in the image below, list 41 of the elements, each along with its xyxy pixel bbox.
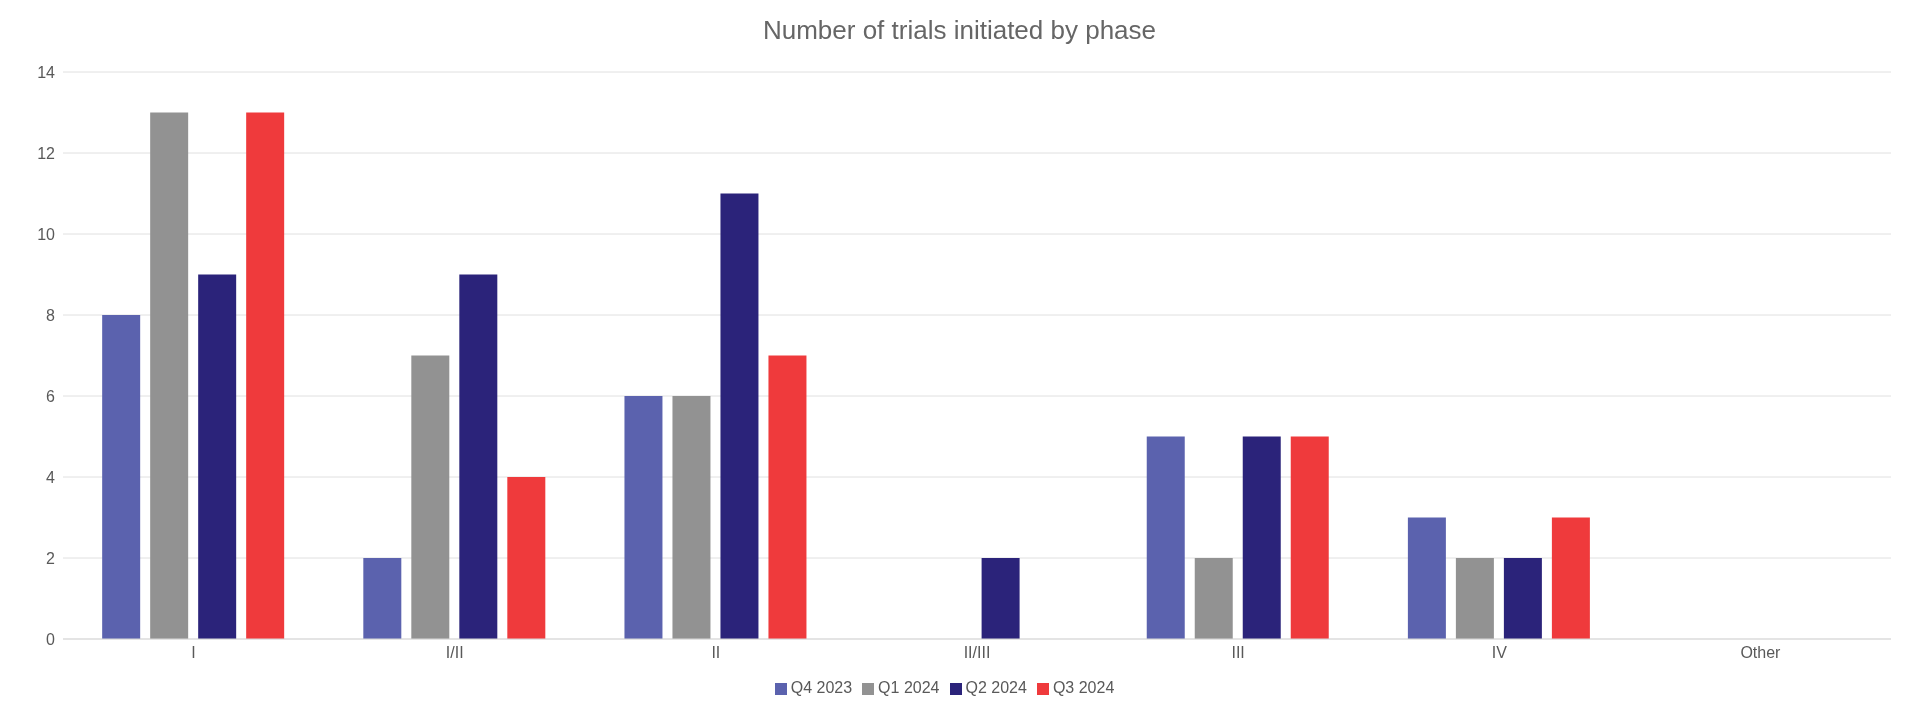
bar: [768, 355, 807, 639]
bar: [507, 477, 546, 639]
x-tick-label: Other: [1740, 644, 1782, 662]
legend-label: Q1 2024: [878, 679, 940, 696]
y-tick-label: 2: [46, 549, 56, 567]
y-tick-label: 4: [46, 468, 56, 486]
bar: [411, 355, 450, 639]
bar: [1503, 558, 1542, 639]
bar: [198, 274, 237, 639]
y-tick-label: 14: [37, 63, 56, 81]
legend-label: Q3 2024: [1052, 679, 1115, 696]
bar: [1407, 517, 1446, 639]
y-tick-label: 0: [46, 630, 56, 648]
x-tick-label: III: [1231, 644, 1245, 662]
x-tick-label: IV: [1491, 644, 1508, 662]
y-tick-label: 6: [46, 387, 56, 405]
y-tick-label: 10: [37, 225, 56, 243]
bar: [150, 112, 189, 639]
y-tick-label: 8: [46, 306, 56, 324]
chart-title: Number of trials initiated by phase: [761, 14, 1158, 47]
x-tick-label: II/III: [963, 644, 991, 662]
y-tick-label: 12: [37, 144, 56, 162]
x-tick-label: I/II: [445, 644, 464, 662]
bar: [672, 396, 711, 639]
bar: [1194, 558, 1233, 639]
x-tick-label: I: [191, 644, 196, 662]
bar: [1146, 436, 1185, 639]
bar: [981, 558, 1020, 639]
x-tick-label: II: [711, 644, 721, 662]
legend-label: Q2 2024: [965, 679, 1027, 696]
bar: [1242, 436, 1281, 639]
bar: [1455, 558, 1494, 639]
bar: [459, 274, 498, 639]
bar: [363, 558, 402, 639]
bar: [624, 396, 663, 639]
bar: [1551, 517, 1590, 639]
bar: [246, 112, 285, 639]
bar: [1290, 436, 1329, 639]
bar: [102, 315, 141, 639]
bar: [720, 193, 759, 639]
legend-label: Q4 2023: [790, 679, 853, 696]
